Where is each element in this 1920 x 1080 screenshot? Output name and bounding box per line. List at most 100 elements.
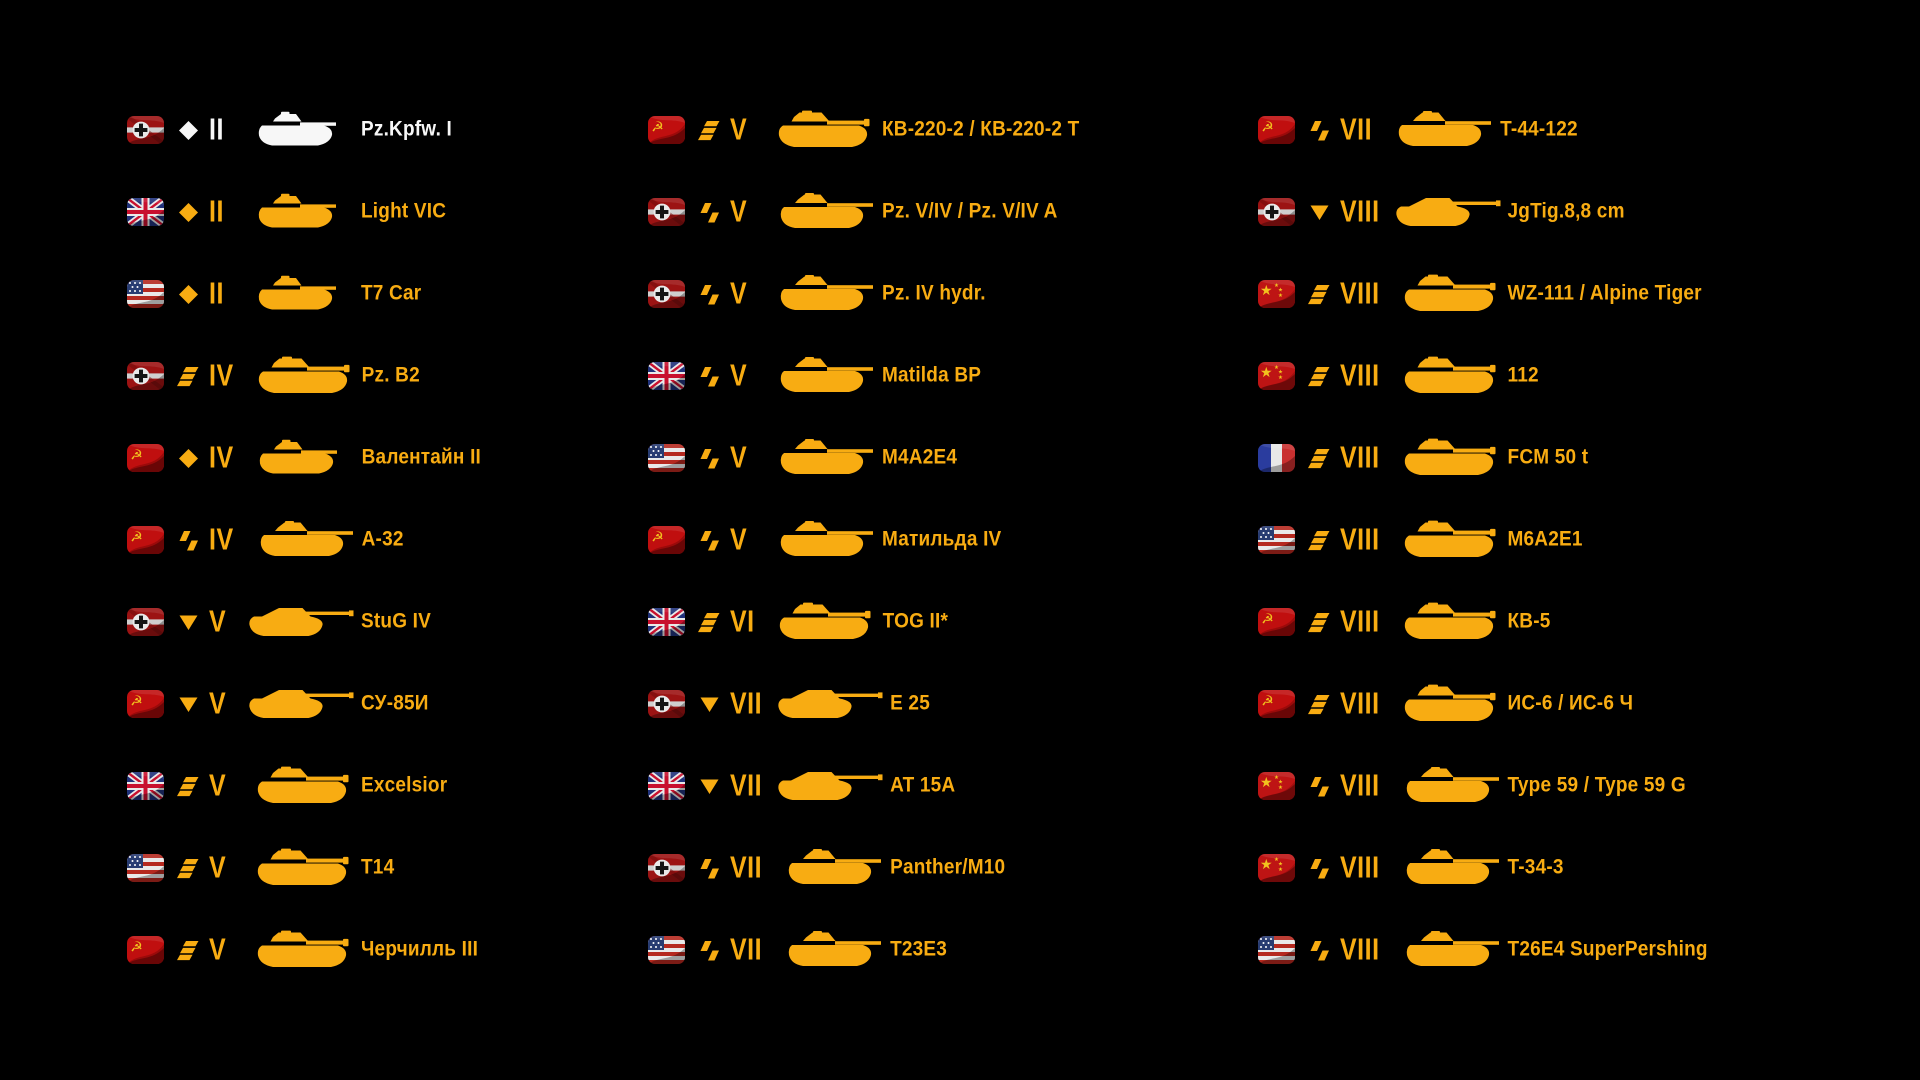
tier-label: VII (730, 850, 763, 885)
vehicle-row[interactable]: VII E 25 (648, 663, 1248, 745)
ussr-flag-icon: ☭ (1258, 608, 1295, 636)
vehicle-row[interactable]: ☭ V Матильда IV (648, 499, 1248, 581)
tier-label: VII (730, 768, 763, 803)
vehicle-row[interactable]: ☭ V Черчилль III (127, 909, 727, 991)
tier-label: V (730, 276, 748, 311)
vehicle-row[interactable]: V Matilda BP (648, 335, 1248, 417)
vehicle-row[interactable]: ★ ★ ★ ★ VIII Type 59 / Type 59 G (1258, 745, 1858, 827)
svg-text:☭: ☭ (651, 530, 664, 546)
tank-silhouette-icon (1395, 684, 1496, 724)
ussr-flag-icon: ☭ (127, 936, 164, 964)
tank-silhouette-icon (249, 438, 349, 478)
vehicle-row[interactable]: ★ ★ ★ ★ VIII 112 (1258, 335, 1858, 417)
vehicle-row[interactable]: VII AT 15A (648, 745, 1248, 827)
tank-name: T-34-3 (1507, 855, 1564, 880)
svg-text:★: ★ (1274, 365, 1279, 371)
triple-bar-icon (177, 365, 200, 388)
inverted-triangle-icon (1308, 201, 1331, 224)
vehicle-row[interactable]: II Light VIC (127, 171, 727, 253)
vehicle-row[interactable]: ☭ VII T-44-122 (1258, 89, 1858, 171)
vehicle-row[interactable]: VII T23E3 (648, 909, 1248, 991)
tank-name: 112 (1507, 363, 1539, 388)
tank-silhouette-icon (777, 684, 883, 724)
tank-name: AT 15A (890, 773, 956, 798)
vehicle-row[interactable]: II T7 Car (127, 253, 727, 335)
tank-name: Матильда IV (882, 527, 1002, 552)
svg-text:☭: ☭ (651, 120, 664, 136)
tank-name: Light VIC (361, 199, 447, 224)
usa-flag-icon (1258, 936, 1295, 964)
tank-name: T14 (361, 855, 395, 880)
uk-flag-icon (648, 608, 685, 636)
vehicle-row[interactable]: II Pz.Kpfw. I (127, 89, 727, 171)
svg-text:★: ★ (1278, 867, 1283, 873)
vehicle-column-2: ☭ V КВ-220-2 / КВ-220-2 Т V Pz. V/IV / P… (648, 89, 1248, 991)
tank-silhouette-icon (249, 356, 350, 396)
double-chevron-icon (1308, 775, 1331, 798)
tank-silhouette-icon (777, 848, 882, 888)
vehicle-row[interactable]: VI TOG II* (648, 581, 1248, 663)
vehicle-row[interactable]: ☭ VIII ИС-6 / ИС-6 Ч (1258, 663, 1858, 745)
vehicle-row[interactable]: VIII M6A2E1 (1258, 499, 1858, 581)
vehicle-row[interactable]: V Excelsior (127, 745, 727, 827)
vehicle-row[interactable]: VII Panther/M10 (648, 827, 1248, 909)
svg-text:★: ★ (1278, 293, 1283, 299)
ussr-flag-icon: ☭ (127, 690, 164, 718)
vehicle-row[interactable]: ★ ★ ★ ★ VIII T-34-3 (1258, 827, 1858, 909)
usa-flag-icon (1258, 526, 1295, 554)
tank-name: Pz. V/IV / Pz. V/IV A (882, 199, 1058, 224)
triple-bar-icon (1308, 529, 1331, 552)
germany-flag-icon (648, 198, 685, 226)
vehicle-row[interactable]: VIII JgTig.8,8 cm (1258, 171, 1858, 253)
vehicle-row[interactable]: ☭ IV А-32 (127, 499, 727, 581)
tier-label: VIII (1340, 358, 1380, 393)
tank-silhouette-icon (1395, 602, 1496, 642)
tier-label: V (209, 932, 227, 967)
vehicle-row[interactable]: VIII T26E4 SuperPershing (1258, 909, 1858, 991)
tank-name: Валентайн II (361, 445, 482, 470)
vehicle-row[interactable]: ☭ V СУ-85И (127, 663, 727, 745)
triple-bar-icon (177, 775, 200, 798)
tier-label: II (209, 276, 224, 311)
ussr-flag-icon: ☭ (648, 116, 685, 144)
tank-name: M4A2E4 (882, 445, 958, 470)
svg-text:★: ★ (1278, 785, 1283, 791)
vehicle-row[interactable]: ★ ★ ★ ★ VIII WZ-111 / Alpine Tiger (1258, 253, 1858, 335)
tank-silhouette-icon (777, 930, 882, 970)
germany-flag-icon (127, 362, 164, 390)
vehicle-row[interactable]: V T14 (127, 827, 727, 909)
france-flag-icon (1258, 444, 1295, 472)
svg-text:☭: ☭ (1261, 612, 1274, 628)
tank-name: StuG IV (361, 609, 432, 634)
vehicle-row[interactable]: V Pz. V/IV / Pz. V/IV A (648, 171, 1248, 253)
tier-label: V (730, 522, 748, 557)
svg-text:★: ★ (1260, 775, 1273, 791)
tank-name: T7 Car (361, 281, 422, 306)
vehicle-row[interactable]: VIII FCM 50 t (1258, 417, 1858, 499)
double-chevron-icon (177, 529, 200, 552)
vehicle-row[interactable]: ☭ VIII КВ-5 (1258, 581, 1858, 663)
vehicle-row[interactable]: V Pz. IV hydr. (648, 253, 1248, 335)
vehicle-row[interactable]: IV Pz. B2 (127, 335, 727, 417)
tier-label: II (209, 112, 224, 147)
tier-label: VIII (1340, 686, 1380, 721)
vehicle-row[interactable]: V StuG IV (127, 581, 727, 663)
tank-silhouette-icon (248, 110, 348, 150)
svg-text:★: ★ (1260, 283, 1273, 299)
tier-label: VIII (1340, 932, 1380, 967)
vehicle-row[interactable]: V M4A2E4 (648, 417, 1248, 499)
double-chevron-icon (698, 857, 721, 880)
vehicle-column-3: ☭ VII T-44-122 VIII JgTig.8,8 cm ★ ★ ★ ★ VI… (1258, 89, 1858, 991)
tank-silhouette-icon (770, 602, 871, 642)
vehicle-row[interactable]: ☭ IV Валентайн II (127, 417, 727, 499)
tier-label: VIII (1340, 604, 1380, 639)
germany-flag-icon (648, 690, 685, 718)
diamond-icon (177, 283, 200, 306)
svg-text:★: ★ (1278, 370, 1283, 376)
svg-text:☭: ☭ (1261, 120, 1274, 136)
vehicle-row[interactable]: ☭ V КВ-220-2 / КВ-220-2 Т (648, 89, 1248, 171)
tank-silhouette-icon (1387, 110, 1492, 150)
tank-name: JgTig.8,8 cm (1507, 199, 1625, 224)
tier-label: IV (209, 440, 234, 475)
tank-silhouette-icon (1395, 356, 1496, 396)
